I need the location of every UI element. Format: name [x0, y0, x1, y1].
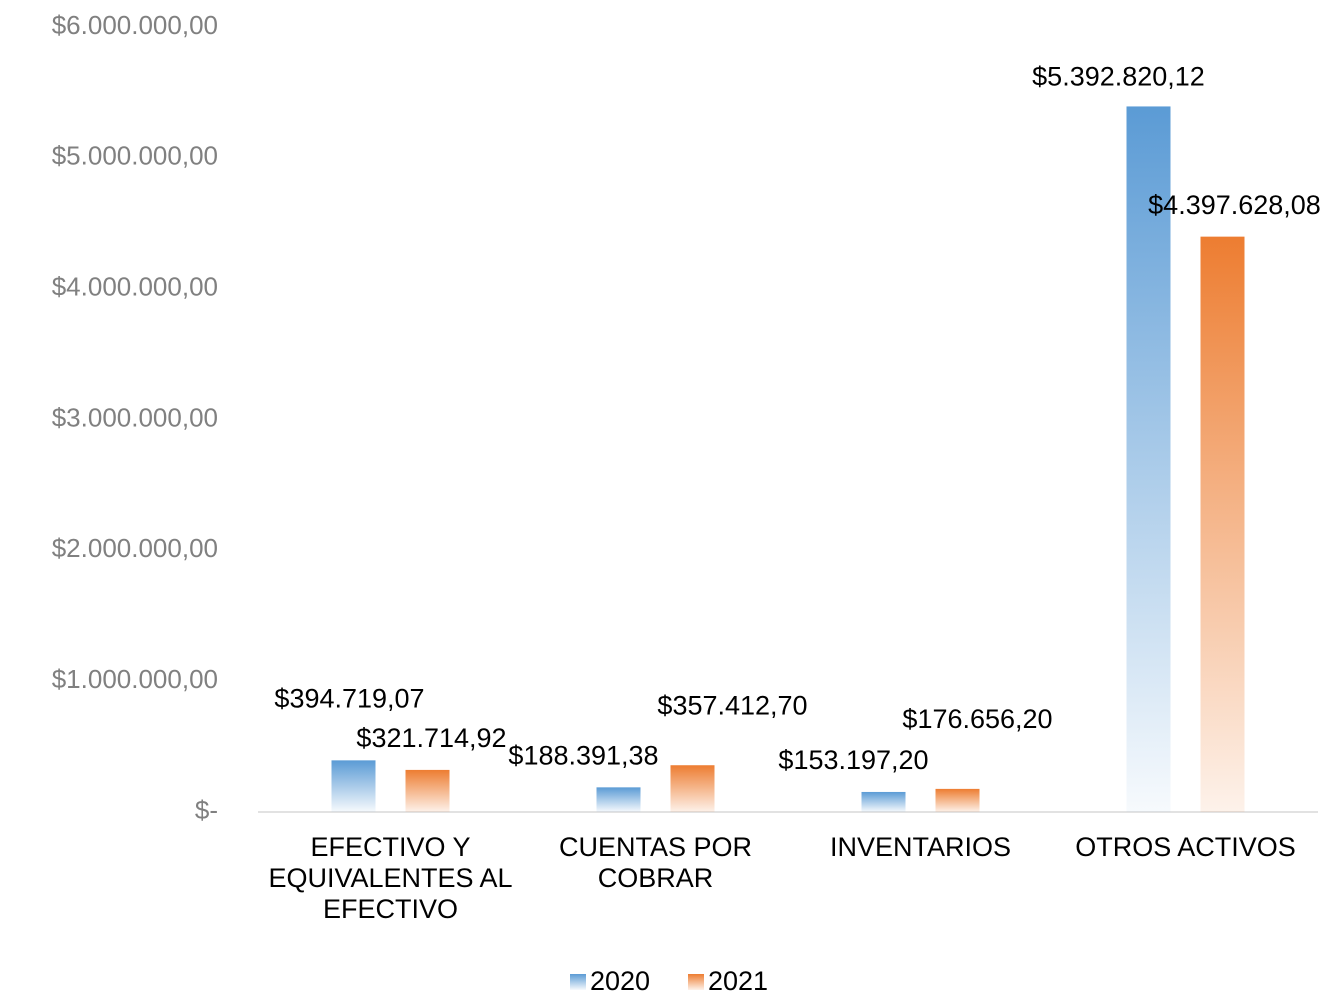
data-label: $394.719,07	[274, 683, 424, 713]
y-tick-label: $2.000.000,00	[52, 533, 218, 563]
y-tick-label: $4.000.000,00	[52, 272, 218, 302]
x-tick-label-box: CUENTAS POR COBRAR	[558, 832, 753, 893]
data-label: $153.197,20	[778, 745, 928, 775]
y-tick-label: $-	[195, 795, 218, 825]
bar	[1126, 106, 1171, 812]
bar	[670, 765, 715, 812]
bar	[935, 788, 980, 812]
bar	[596, 787, 641, 812]
x-tick-label-box: OTROS ACTIVOS	[1075, 832, 1296, 862]
data-label: $4.397.628,08	[1148, 190, 1321, 220]
bar	[861, 791, 906, 812]
x-tick-label: EFECTIVO Y EQUIVALENTES AL EFECTIVO	[268, 832, 513, 924]
bar	[331, 760, 376, 812]
x-tick-label: CUENTAS POR COBRAR	[558, 832, 753, 893]
x-tick-label: OTROS ACTIVOS	[1075, 832, 1296, 862]
data-label: $321.714,92	[356, 723, 506, 753]
legend-swatch	[570, 974, 586, 990]
y-tick-label: $6.000.000,00	[52, 10, 218, 40]
data-label: $357.412,70	[657, 690, 807, 720]
data-label: $176.656,20	[902, 704, 1052, 734]
data-label: $5.392.820,12	[1032, 62, 1205, 92]
bar	[1200, 236, 1245, 812]
x-tick-label: INVENTARIOS	[829, 832, 1012, 862]
x-tick-label-box: INVENTARIOS	[829, 832, 1012, 862]
data-label: $188.391,38	[508, 740, 658, 770]
bar	[405, 769, 450, 812]
y-tick-label: $1.000.000,00	[52, 664, 218, 694]
y-tick-label: $5.000.000,00	[52, 141, 218, 171]
legend-swatch	[688, 974, 704, 990]
legend-label: 2020	[590, 966, 650, 995]
legend-label: 2021	[708, 966, 768, 995]
x-tick-label-box: EFECTIVO Y EQUIVALENTES AL EFECTIVO	[268, 832, 513, 924]
y-tick-label: $3.000.000,00	[52, 402, 218, 432]
